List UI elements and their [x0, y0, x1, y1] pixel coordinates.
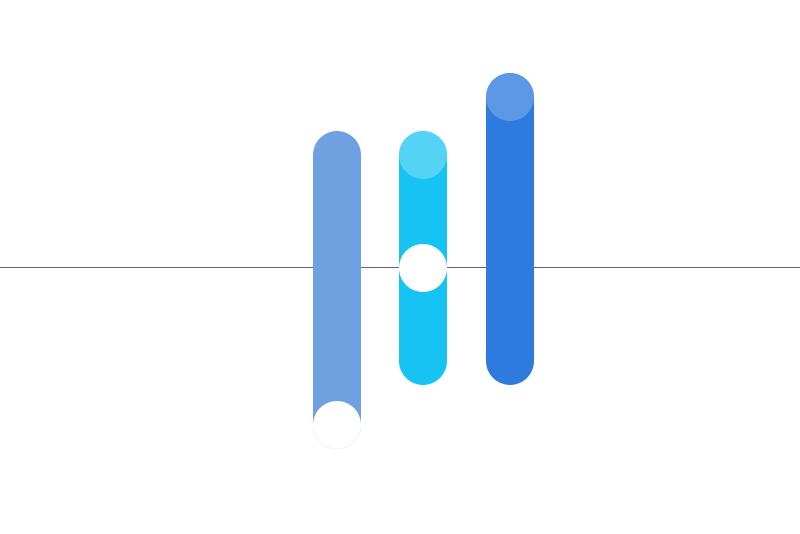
- slider-group: [0, 0, 800, 534]
- slider-1[interactable]: [313, 131, 361, 449]
- slider-track[interactable]: [486, 73, 534, 385]
- slider-2[interactable]: [399, 131, 447, 385]
- slider-3[interactable]: [486, 73, 534, 385]
- slider-thumb[interactable]: [313, 401, 361, 449]
- slider-thumb[interactable]: [399, 244, 447, 292]
